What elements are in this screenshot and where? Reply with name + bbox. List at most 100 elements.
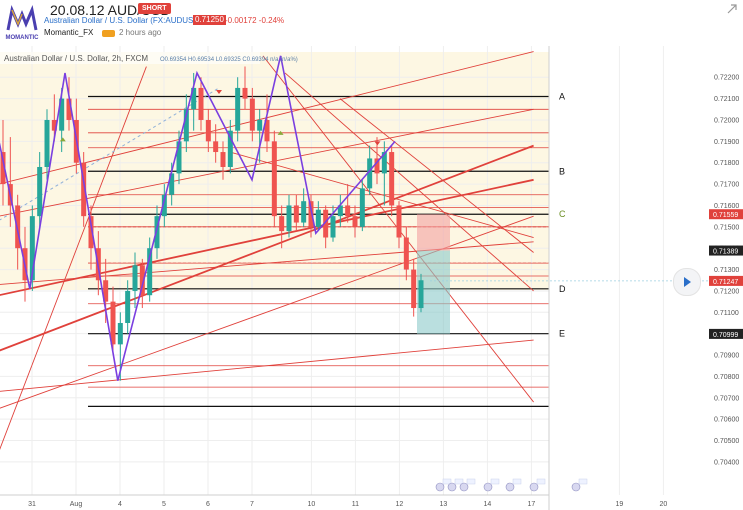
price-tag-bg xyxy=(709,245,743,256)
play-button[interactable] xyxy=(673,268,701,296)
event-count-badge xyxy=(466,478,476,485)
trendline xyxy=(284,72,534,292)
price-tick: 0.70500 xyxy=(714,438,739,445)
trendline-thick xyxy=(0,144,534,352)
candle-body xyxy=(117,322,123,345)
price-tick: 0.71100 xyxy=(714,310,739,317)
time-tick: 13 xyxy=(440,501,448,508)
down-arrow-marker xyxy=(374,141,381,146)
event-count-badge xyxy=(442,478,452,485)
signal-markers xyxy=(59,90,381,146)
price-tick: 0.70600 xyxy=(714,417,739,424)
time-tick: 7 xyxy=(250,501,254,508)
price-tick: 0.70400 xyxy=(714,459,739,466)
price-tick: 0.71500 xyxy=(714,224,739,231)
publish-time: 2 hours ago xyxy=(119,28,162,37)
candle-body xyxy=(37,166,43,217)
trendline xyxy=(339,98,534,253)
dotted-trendline xyxy=(0,87,220,221)
time-tick: 11 xyxy=(352,501,359,508)
time-tick: Aug xyxy=(70,501,83,508)
price-tag-bg xyxy=(709,209,743,220)
candle-body xyxy=(161,194,167,217)
candle-body xyxy=(352,216,358,227)
chart-area[interactable]: A B C D E Australian Dollar / U.S. Dollar, 2… xyxy=(0,46,743,510)
price-tick: 0.71700 xyxy=(714,182,739,189)
time-tick: 12 xyxy=(396,501,404,508)
symbol-link[interactable]: Australian Dollar / U.S. Dollar (FX:AUDU… xyxy=(44,16,202,25)
candle-body xyxy=(191,87,197,110)
price-tick: 0.72000 xyxy=(714,117,739,124)
level-label-d: D xyxy=(559,284,566,294)
candle-body xyxy=(0,152,6,185)
candle-body xyxy=(29,216,35,281)
candle-body xyxy=(271,141,277,217)
candle-body xyxy=(257,119,263,131)
event-count-badge xyxy=(454,478,464,485)
level-label-e: E xyxy=(559,329,565,339)
candle-body xyxy=(323,209,329,238)
short-position-tool[interactable] xyxy=(417,214,450,334)
expand-icon[interactable] xyxy=(725,2,739,16)
candle-body xyxy=(125,290,131,323)
event-icon xyxy=(571,482,581,492)
candle-body xyxy=(103,280,109,302)
time-axis[interactable]: 31 Aug 4 5 6 7 10 11 12 13 14 17 19 20 xyxy=(28,501,667,508)
price-tag-bg xyxy=(709,275,743,286)
candle-body xyxy=(389,152,395,206)
candle-body xyxy=(88,216,94,249)
candle-body xyxy=(374,158,380,174)
candle-body xyxy=(220,152,226,167)
price-tag: 0.71559 xyxy=(713,212,738,219)
candle-body xyxy=(213,141,219,153)
time-tick: 5 xyxy=(162,501,166,508)
zigzag-line xyxy=(0,55,396,381)
candle-body xyxy=(132,265,138,291)
up-arrow-marker xyxy=(277,130,284,135)
candle-body xyxy=(337,205,343,217)
level-label-b: B xyxy=(559,166,565,176)
momantic-logo-icon: MOMANTIC xyxy=(6,4,40,41)
candle-body xyxy=(154,216,160,249)
price-badge: 0.71250 xyxy=(193,15,226,25)
candle-body xyxy=(396,205,402,238)
trendline xyxy=(0,339,534,392)
candle-body xyxy=(293,205,299,223)
candle-body xyxy=(403,237,409,270)
logo-text: MOMANTIC xyxy=(6,35,40,41)
price-tick: 0.72100 xyxy=(714,96,739,103)
time-tick: 10 xyxy=(308,501,316,508)
candle-body xyxy=(418,280,424,309)
price-tick: 0.71200 xyxy=(714,288,739,295)
candle-body xyxy=(147,248,153,296)
candle-body xyxy=(51,119,57,131)
price-axis[interactable]: 0.72200 0.72100 0.72000 0.71900 0.71800 0.717… xyxy=(430,75,743,467)
candle-body xyxy=(227,130,233,167)
chart-header: MOMANTIC 20.08.12 AUD/USD SHORT Australi… xyxy=(0,0,743,46)
time-tick: 31 xyxy=(28,501,36,508)
candle-body xyxy=(235,87,241,131)
up-arrow-marker xyxy=(59,137,66,142)
economic-event-icons[interactable] xyxy=(435,478,588,492)
price-tick: 0.70800 xyxy=(714,374,739,381)
candle-body xyxy=(169,173,175,195)
trendlines xyxy=(0,51,534,450)
candle-body xyxy=(315,209,321,227)
candle-body xyxy=(205,119,211,142)
author-link[interactable]: Momantic_FX xyxy=(44,28,94,37)
time-tick: 17 xyxy=(528,501,536,508)
ohlc-readout: O0.69354 H0.69534 L0.69325 C0.69394 n/a … xyxy=(160,57,298,63)
price-tag: 0.70999 xyxy=(713,332,738,339)
candle-body xyxy=(81,162,87,217)
author-tag-icon xyxy=(102,30,115,37)
price-change: -0.00172 -0.24% xyxy=(225,16,285,25)
price-tag-bg xyxy=(709,328,743,339)
trendline xyxy=(229,151,534,238)
time-tick: 14 xyxy=(484,501,492,508)
level-label-a: A xyxy=(559,91,565,101)
candle-body xyxy=(139,265,145,296)
chart-legend-title: Australian Dollar / U.S. Dollar, 2h, FXC… xyxy=(4,54,148,63)
candle-body xyxy=(44,119,50,167)
level-label-c: C xyxy=(559,209,566,219)
event-count-badge xyxy=(512,478,522,485)
